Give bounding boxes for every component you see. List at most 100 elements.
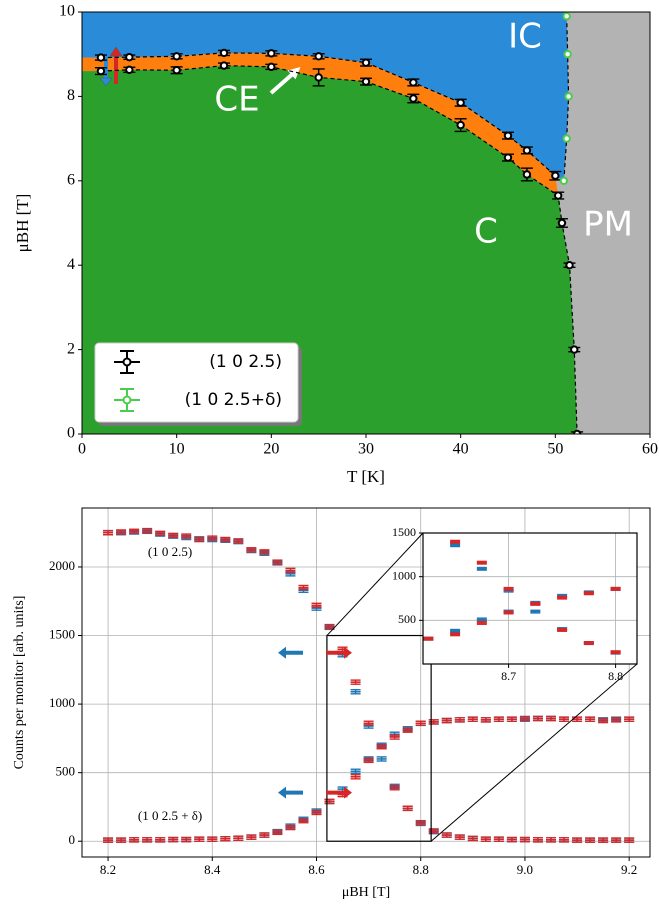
data-point	[220, 536, 231, 543]
y-tick-label: 4	[67, 256, 75, 273]
data-point	[218, 61, 230, 70]
data-point	[441, 717, 452, 724]
data-point	[583, 591, 594, 596]
data-point	[233, 538, 244, 544]
data-point	[207, 836, 218, 842]
data-point	[168, 532, 179, 539]
marker	[172, 52, 181, 61]
marker	[314, 52, 323, 61]
y-tick-label: 2000	[49, 558, 75, 573]
data-point	[181, 836, 192, 843]
data-point	[611, 717, 622, 723]
data-point	[583, 641, 594, 646]
x-tick-label: 8.4	[204, 862, 221, 877]
data-point	[194, 836, 205, 842]
marker	[96, 66, 106, 76]
data-point	[450, 539, 461, 544]
data-point	[402, 805, 413, 812]
data-point	[129, 528, 140, 535]
data-point	[476, 617, 487, 622]
y-tick-label: 8	[67, 87, 75, 104]
data-point	[116, 529, 127, 535]
region-label: C	[474, 212, 498, 252]
data-point	[246, 834, 257, 840]
data-point	[532, 715, 543, 722]
inset-frame	[422, 532, 638, 665]
data-point	[415, 819, 426, 826]
data-point	[598, 837, 609, 843]
data-point	[259, 549, 270, 555]
data-point	[285, 567, 296, 574]
legend-marker	[122, 395, 132, 405]
data-point	[360, 77, 372, 86]
data-point	[624, 716, 635, 722]
data-point	[181, 533, 192, 539]
data-point	[532, 837, 543, 843]
data-point	[285, 824, 296, 831]
y-tick-label: 10	[59, 3, 75, 20]
data-point	[233, 835, 244, 841]
x-axis-label: T [K]	[347, 467, 385, 486]
zoom-box	[326, 634, 432, 842]
y-tick-label: 500	[56, 764, 76, 779]
data-point	[493, 836, 504, 842]
data-point	[350, 688, 361, 695]
data-point	[563, 261, 576, 270]
data-point	[360, 58, 372, 67]
data-point	[503, 610, 514, 615]
marker	[522, 170, 532, 179]
data-point	[450, 628, 461, 633]
data-point	[376, 756, 387, 762]
data-point	[467, 835, 478, 842]
data-point	[129, 837, 140, 843]
annotation-arrow	[269, 67, 301, 95]
data-point	[94, 53, 107, 62]
zoom-connector	[326, 532, 424, 636]
y-tick-label: 500	[398, 612, 416, 626]
data-point	[598, 717, 609, 724]
data-point	[519, 715, 530, 722]
marker	[219, 61, 229, 70]
marker	[314, 73, 323, 82]
data-point	[506, 716, 517, 722]
marker	[409, 78, 418, 87]
data-point	[454, 98, 467, 107]
data-point	[142, 837, 153, 843]
data-point	[530, 601, 541, 606]
data-point	[520, 167, 533, 182]
direction-arrow	[278, 786, 286, 799]
plot-frame	[81, 11, 651, 435]
legend-label: (1 0 2.5+δ)	[185, 390, 282, 410]
x-tick-label: 50	[547, 440, 563, 457]
data-point	[454, 118, 467, 133]
region-label: CE	[214, 80, 259, 120]
marker	[564, 92, 573, 101]
data-point	[572, 837, 583, 843]
data-point	[246, 547, 257, 553]
marker	[267, 49, 276, 58]
y-tick-label: 1000	[392, 568, 416, 582]
marker	[557, 218, 567, 228]
x-tick-label: 20	[263, 440, 279, 457]
data-point	[559, 837, 570, 843]
data-point	[207, 535, 218, 541]
data-point	[552, 191, 565, 200]
region	[82, 65, 578, 434]
data-point	[423, 526, 433, 529]
x-tick-label: 8.7	[501, 669, 516, 683]
legend: (1 0 2.5) (1 0 2.5+δ)	[94, 342, 302, 426]
data-point	[407, 78, 420, 87]
y-tick-label: 6	[67, 171, 75, 188]
data-point	[142, 527, 153, 534]
data-point	[272, 559, 283, 565]
inset: 8.7 8.8 500 1000 1500	[392, 525, 638, 683]
marker	[562, 12, 571, 21]
data-point	[610, 586, 621, 591]
data-point	[350, 768, 361, 775]
y-tick-label: 1000	[49, 695, 75, 710]
legend-label: (1 0 2.5)	[209, 352, 282, 372]
data-point	[476, 566, 487, 571]
data-point	[350, 774, 361, 780]
data-point	[563, 50, 572, 59]
data-point	[506, 836, 517, 843]
